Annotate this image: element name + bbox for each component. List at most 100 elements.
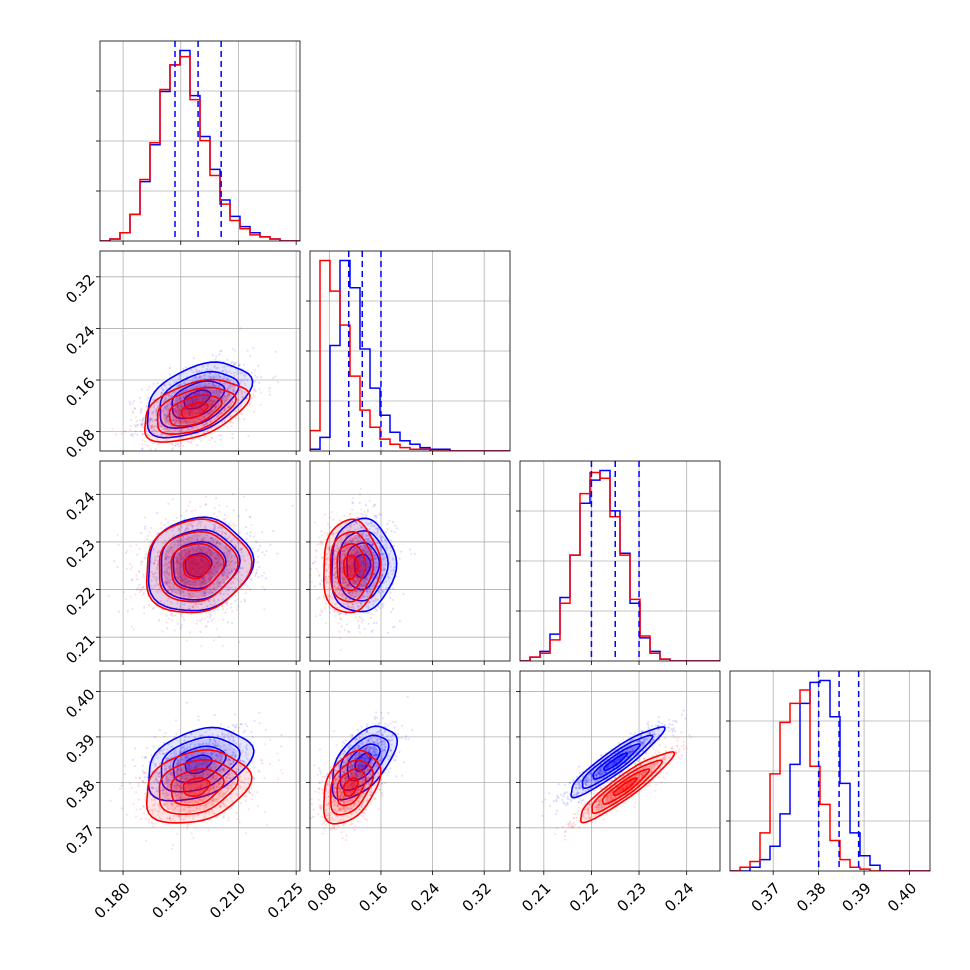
blue-sample-point [163, 539, 166, 543]
blue-sample-point [154, 410, 157, 413]
blue-sample-point [208, 573, 211, 577]
red-sample-point [133, 432, 136, 435]
blue-sample-point [176, 405, 179, 409]
blue-sample-point [189, 562, 192, 565]
blue-sample-point [220, 390, 223, 393]
blue-sample-point [196, 385, 199, 388]
red-sample-point [212, 403, 216, 406]
red-sample-point [202, 408, 205, 411]
blue-sample-point [181, 582, 185, 585]
red-sample-point [210, 410, 213, 413]
blue-sample-point [193, 558, 196, 561]
blue-sample-point [164, 580, 167, 584]
blue-sample-point [231, 570, 234, 573]
red-sample-point [327, 605, 331, 608]
red-sample-point [218, 413, 221, 416]
blue-sample-point [197, 563, 200, 566]
red-sample-point [203, 423, 206, 426]
blue-sample-point [165, 553, 168, 556]
red-sample-point [359, 487, 362, 490]
blue-sample-point [210, 400, 213, 403]
red-sample-point [225, 505, 229, 508]
blue-sample-point [216, 392, 219, 395]
blue-sample-point [223, 409, 226, 412]
blue-sample-point [224, 586, 227, 589]
red-sample-point [157, 399, 160, 402]
blue-sample-point [214, 569, 217, 572]
blue-sample-point [208, 520, 211, 523]
red-sample-point [181, 420, 185, 423]
blue-sample-point [241, 547, 244, 550]
red-sample-point [197, 390, 200, 393]
blue-sample-point [249, 531, 252, 534]
blue-sample-point [180, 526, 184, 529]
blue-sample-point [197, 567, 201, 570]
blue-sample-point [199, 619, 202, 623]
red-sample-point [149, 426, 152, 429]
blue-sample-point [152, 548, 155, 551]
blue-sample-point [202, 407, 206, 410]
panel-1-0 [96, 250, 301, 455]
blue-sample-point [175, 397, 178, 400]
red-sample-point [202, 404, 205, 407]
blue-sample-point [214, 528, 217, 531]
red-sample-point [188, 412, 191, 415]
blue-sample-point [202, 582, 205, 585]
red-sample-point [190, 421, 193, 425]
red-contour [180, 401, 209, 419]
red-sample-point [171, 442, 174, 445]
red-sample-point [225, 415, 228, 418]
red-sample-point [243, 382, 246, 385]
red-sample-point [213, 401, 216, 404]
blue-sample-point [389, 597, 392, 600]
blue-sample-point [225, 521, 228, 524]
red-sample-point [253, 395, 256, 398]
blue-sample-point [219, 401, 222, 405]
blue-sample-point [223, 375, 226, 379]
red-sample-point [212, 401, 215, 404]
blue-sample-point [207, 411, 210, 414]
blue-sample-point [164, 397, 167, 400]
red-sample-point [198, 373, 201, 376]
blue-sample-point [373, 515, 376, 518]
blue-sample-point [221, 391, 224, 394]
blue-sample-point [158, 619, 161, 622]
red-sample-point [135, 574, 138, 577]
red-sample-point [166, 408, 169, 411]
red-sample-point [223, 408, 226, 411]
blue-sample-point [215, 561, 218, 565]
red-histogram [310, 259, 510, 451]
blue-sample-point [197, 573, 200, 576]
blue-sample-point [193, 533, 196, 536]
red-sample-point [182, 427, 185, 430]
blue-sample-point [400, 550, 403, 553]
panel-2-0 [96, 460, 301, 665]
blue-sample-point [291, 504, 294, 507]
blue-sample-point [212, 375, 215, 378]
red-sample-point [181, 437, 184, 440]
red-sample-point [174, 414, 177, 417]
blue-sample-point [159, 590, 163, 593]
red-sample-point [221, 418, 224, 421]
blue-sample-point [163, 524, 166, 527]
red-sample-point [199, 405, 202, 408]
blue-sample-point [191, 399, 194, 402]
red-sample-point [188, 501, 191, 504]
blue-sample-point [199, 572, 202, 575]
blue-sample-point [165, 550, 168, 553]
blue-sample-point [177, 405, 180, 408]
red-sample-point [179, 405, 182, 408]
red-sample-point [181, 418, 184, 421]
blue-sample-point [173, 408, 176, 411]
blue-sample-point [142, 592, 145, 595]
red-sample-point [200, 405, 204, 408]
blue-sample-point [219, 581, 222, 584]
red-sample-point [210, 407, 213, 410]
red-sample-point [173, 407, 176, 410]
blue-sample-point [182, 367, 185, 370]
red-sample-point [186, 386, 189, 390]
red-sample-point [188, 408, 191, 411]
red-sample-point [152, 432, 156, 435]
red-sample-point [218, 635, 221, 638]
blue-sample-point [191, 398, 194, 401]
